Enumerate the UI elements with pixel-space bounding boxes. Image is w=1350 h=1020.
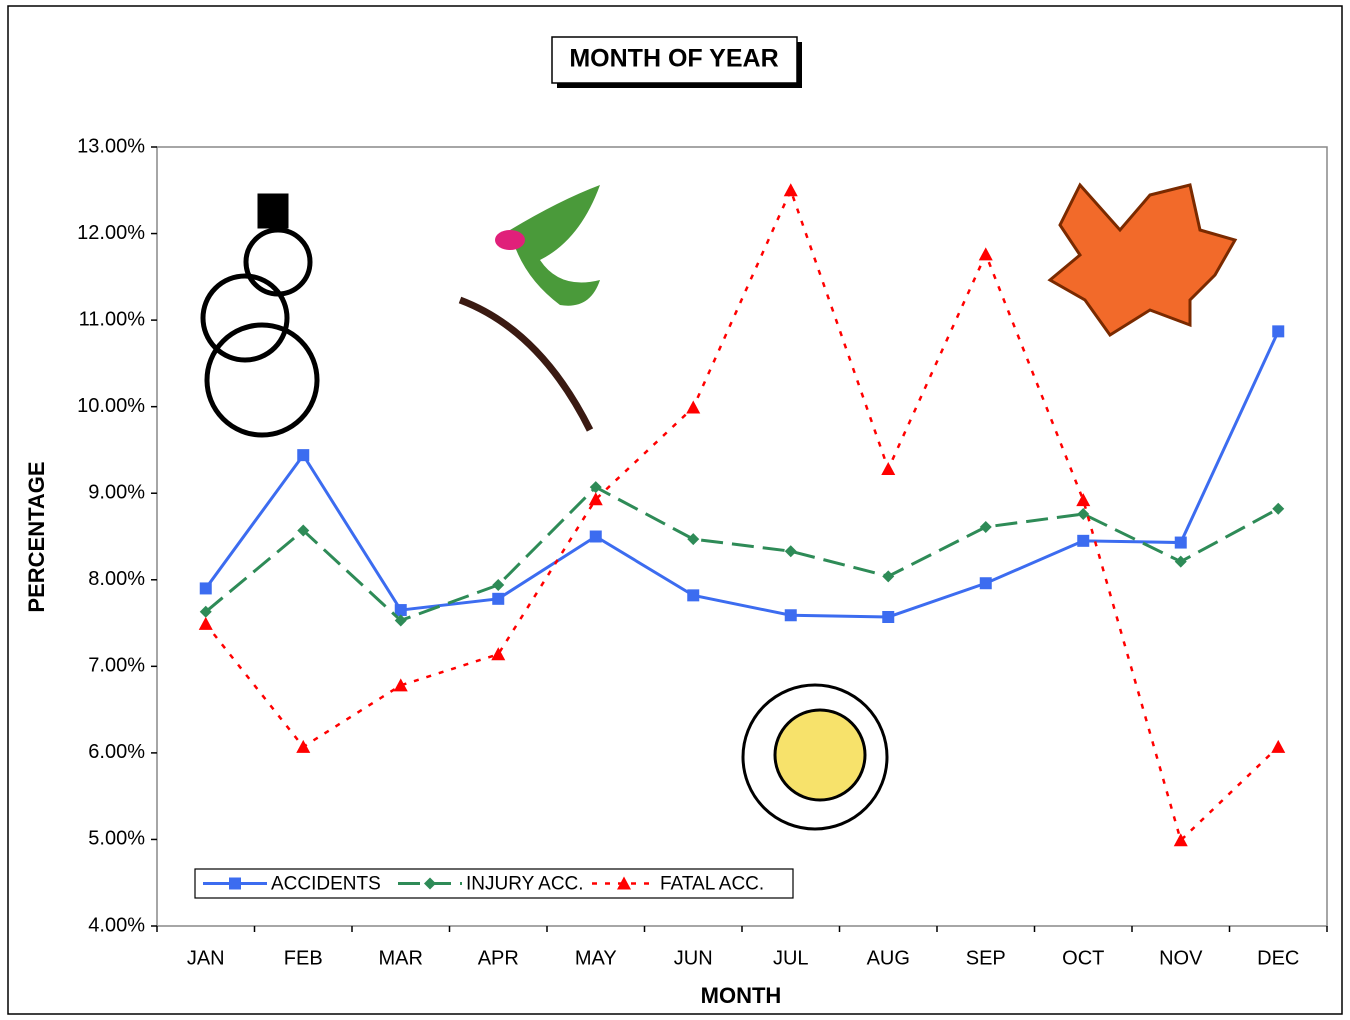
marker-diamond	[979, 520, 992, 533]
marker-triangle	[1076, 493, 1091, 507]
x-axis-label: MONTH	[701, 983, 782, 1008]
marker-diamond	[589, 481, 602, 494]
marker-triangle	[588, 492, 603, 506]
title-box	[551, 36, 798, 84]
marker-square	[687, 589, 700, 602]
legend-label: FATAL ACC.	[660, 874, 764, 895]
y-tick-label: 10.00%	[77, 395, 145, 417]
x-tick-label: NOV	[1159, 947, 1203, 969]
marker-diamond	[492, 578, 505, 591]
y-tick-label: 12.00%	[77, 222, 145, 244]
marker-square	[229, 877, 241, 890]
decoration-sun	[741, 683, 889, 831]
marker-triangle	[1271, 739, 1286, 753]
x-tick-label: OCT	[1062, 947, 1104, 969]
marker-diamond	[297, 524, 310, 537]
marker-square	[297, 449, 310, 462]
y-tick-label: 6.00%	[88, 741, 145, 763]
marker-square	[589, 530, 602, 543]
marker-diamond	[784, 545, 797, 558]
y-tick-label: 4.00%	[88, 914, 145, 936]
marker-triangle	[881, 461, 896, 475]
x-tick-label: FEB	[284, 947, 323, 969]
marker-diamond	[1174, 555, 1187, 568]
marker-triangle	[198, 616, 213, 630]
y-tick-label: 8.00%	[88, 568, 145, 590]
y-tick-label: 11.00%	[79, 308, 146, 330]
marker-diamond	[687, 533, 700, 546]
marker-triangle	[978, 247, 993, 261]
x-tick-label: APR	[478, 947, 519, 969]
x-tick-label: JAN	[187, 947, 225, 969]
series-line	[204, 485, 1279, 623]
marker-square	[1272, 325, 1285, 338]
marker-triangle	[783, 183, 798, 197]
marker-diamond	[1077, 507, 1090, 520]
legend-box	[194, 868, 794, 899]
series-line	[204, 186, 1280, 843]
y-tick-label: 5.00%	[88, 828, 145, 850]
legend-label: ACCIDENTS	[271, 874, 381, 895]
marker-square	[394, 604, 407, 617]
marker-diamond	[1272, 502, 1285, 515]
decoration-bird	[458, 185, 600, 432]
x-tick-label: SEP	[966, 947, 1006, 969]
marker-triangle	[296, 739, 311, 753]
x-tick-label: MAY	[575, 947, 617, 969]
marker-triangle	[491, 647, 506, 661]
x-tick-label: JUN	[674, 947, 713, 969]
marker-triangle	[686, 400, 701, 414]
x-tick-label: DEC	[1257, 947, 1299, 969]
marker-square	[882, 610, 895, 623]
marker-square	[979, 577, 992, 590]
y-tick-label: 7.00%	[88, 655, 145, 677]
series-line	[204, 330, 1280, 619]
marker-square	[784, 609, 797, 622]
x-tick-label: MAR	[379, 947, 423, 969]
marker-diamond	[199, 605, 212, 618]
marker-diamond	[882, 570, 895, 583]
x-tick-label: JUL	[773, 947, 809, 969]
legend-label: INJURY ACC.	[466, 874, 584, 895]
marker-triangle	[393, 678, 408, 692]
x-tick-label: AUG	[867, 947, 910, 969]
marker-triangle	[617, 876, 631, 890]
marker-diamond	[394, 614, 407, 627]
marker-square	[1174, 536, 1187, 549]
y-axis-label: PERCENTAGE	[24, 461, 49, 612]
y-tick-label: 13.00%	[77, 135, 145, 157]
marker-triangle	[1173, 833, 1188, 847]
decoration-snowman	[200, 193, 320, 438]
y-tick-label: 9.00%	[88, 482, 145, 504]
marker-diamond	[424, 877, 436, 890]
chart-title: MONTH OF YEAR	[569, 45, 778, 73]
marker-square	[1077, 534, 1090, 547]
decoration-leaf	[1047, 182, 1238, 338]
marker-square	[492, 592, 505, 605]
marker-square	[199, 582, 212, 595]
